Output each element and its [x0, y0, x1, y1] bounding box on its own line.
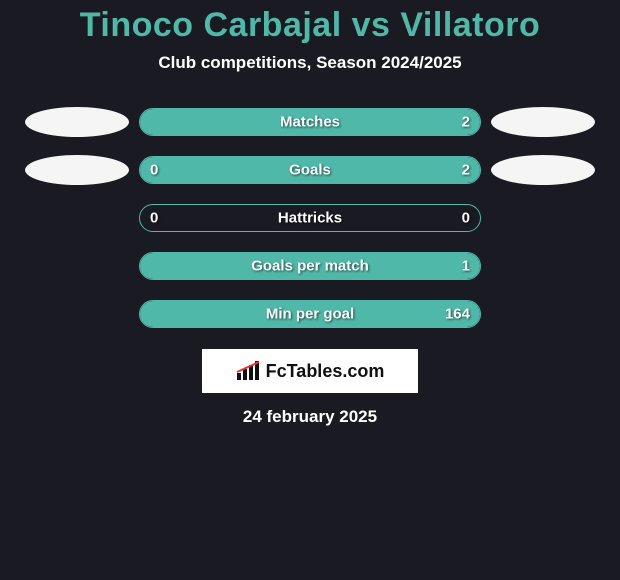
subtitle: Club competitions, Season 2024/2025: [0, 53, 620, 73]
stat-row: Goals 0 2: [0, 155, 620, 185]
stat-value-right: 2: [462, 162, 470, 179]
stat-value-left: 0: [150, 210, 158, 227]
player-oval-left: [25, 107, 129, 137]
stat-bar: Matches 2: [139, 108, 481, 136]
bar-chart-icon: [236, 361, 262, 381]
date-text: 24 february 2025: [0, 407, 620, 427]
stat-bar: Hattricks 0 0: [139, 204, 481, 232]
stat-row: Hattricks 0 0: [0, 203, 620, 233]
stat-value-right: 1: [462, 258, 470, 275]
stat-label: Min per goal: [266, 306, 354, 323]
stat-value-right: 2: [462, 114, 470, 131]
stat-row: Goals per match 1: [0, 251, 620, 281]
stat-label: Goals per match: [251, 258, 369, 275]
content: Tinoco Carbajal vs Villatoro Club compet…: [0, 0, 620, 580]
stat-value-left: 0: [150, 162, 158, 179]
stat-value-right: 164: [445, 306, 470, 323]
player-oval-right: [491, 107, 595, 137]
stat-bar: Min per goal 164: [139, 300, 481, 328]
stat-bar: Goals 0 2: [139, 156, 481, 184]
page-title: Tinoco Carbajal vs Villatoro: [0, 6, 620, 45]
stat-label: Matches: [280, 114, 340, 131]
comparison-rows: Matches 2 Goals 0 2 Hattricks 0 0 Goals per matc…: [0, 107, 620, 329]
logo-box: FcTables.com: [202, 349, 418, 393]
player-oval-right: [491, 155, 595, 185]
stat-bar: Goals per match 1: [139, 252, 481, 280]
stat-row: Min per goal 164: [0, 299, 620, 329]
stat-label: Goals: [289, 162, 331, 179]
stat-row: Matches 2: [0, 107, 620, 137]
bar-fill-right: [208, 157, 480, 183]
player-oval-left: [25, 155, 129, 185]
stat-label: Hattricks: [278, 210, 342, 227]
stat-value-right: 0: [462, 210, 470, 227]
logo-text: FcTables.com: [266, 361, 385, 382]
